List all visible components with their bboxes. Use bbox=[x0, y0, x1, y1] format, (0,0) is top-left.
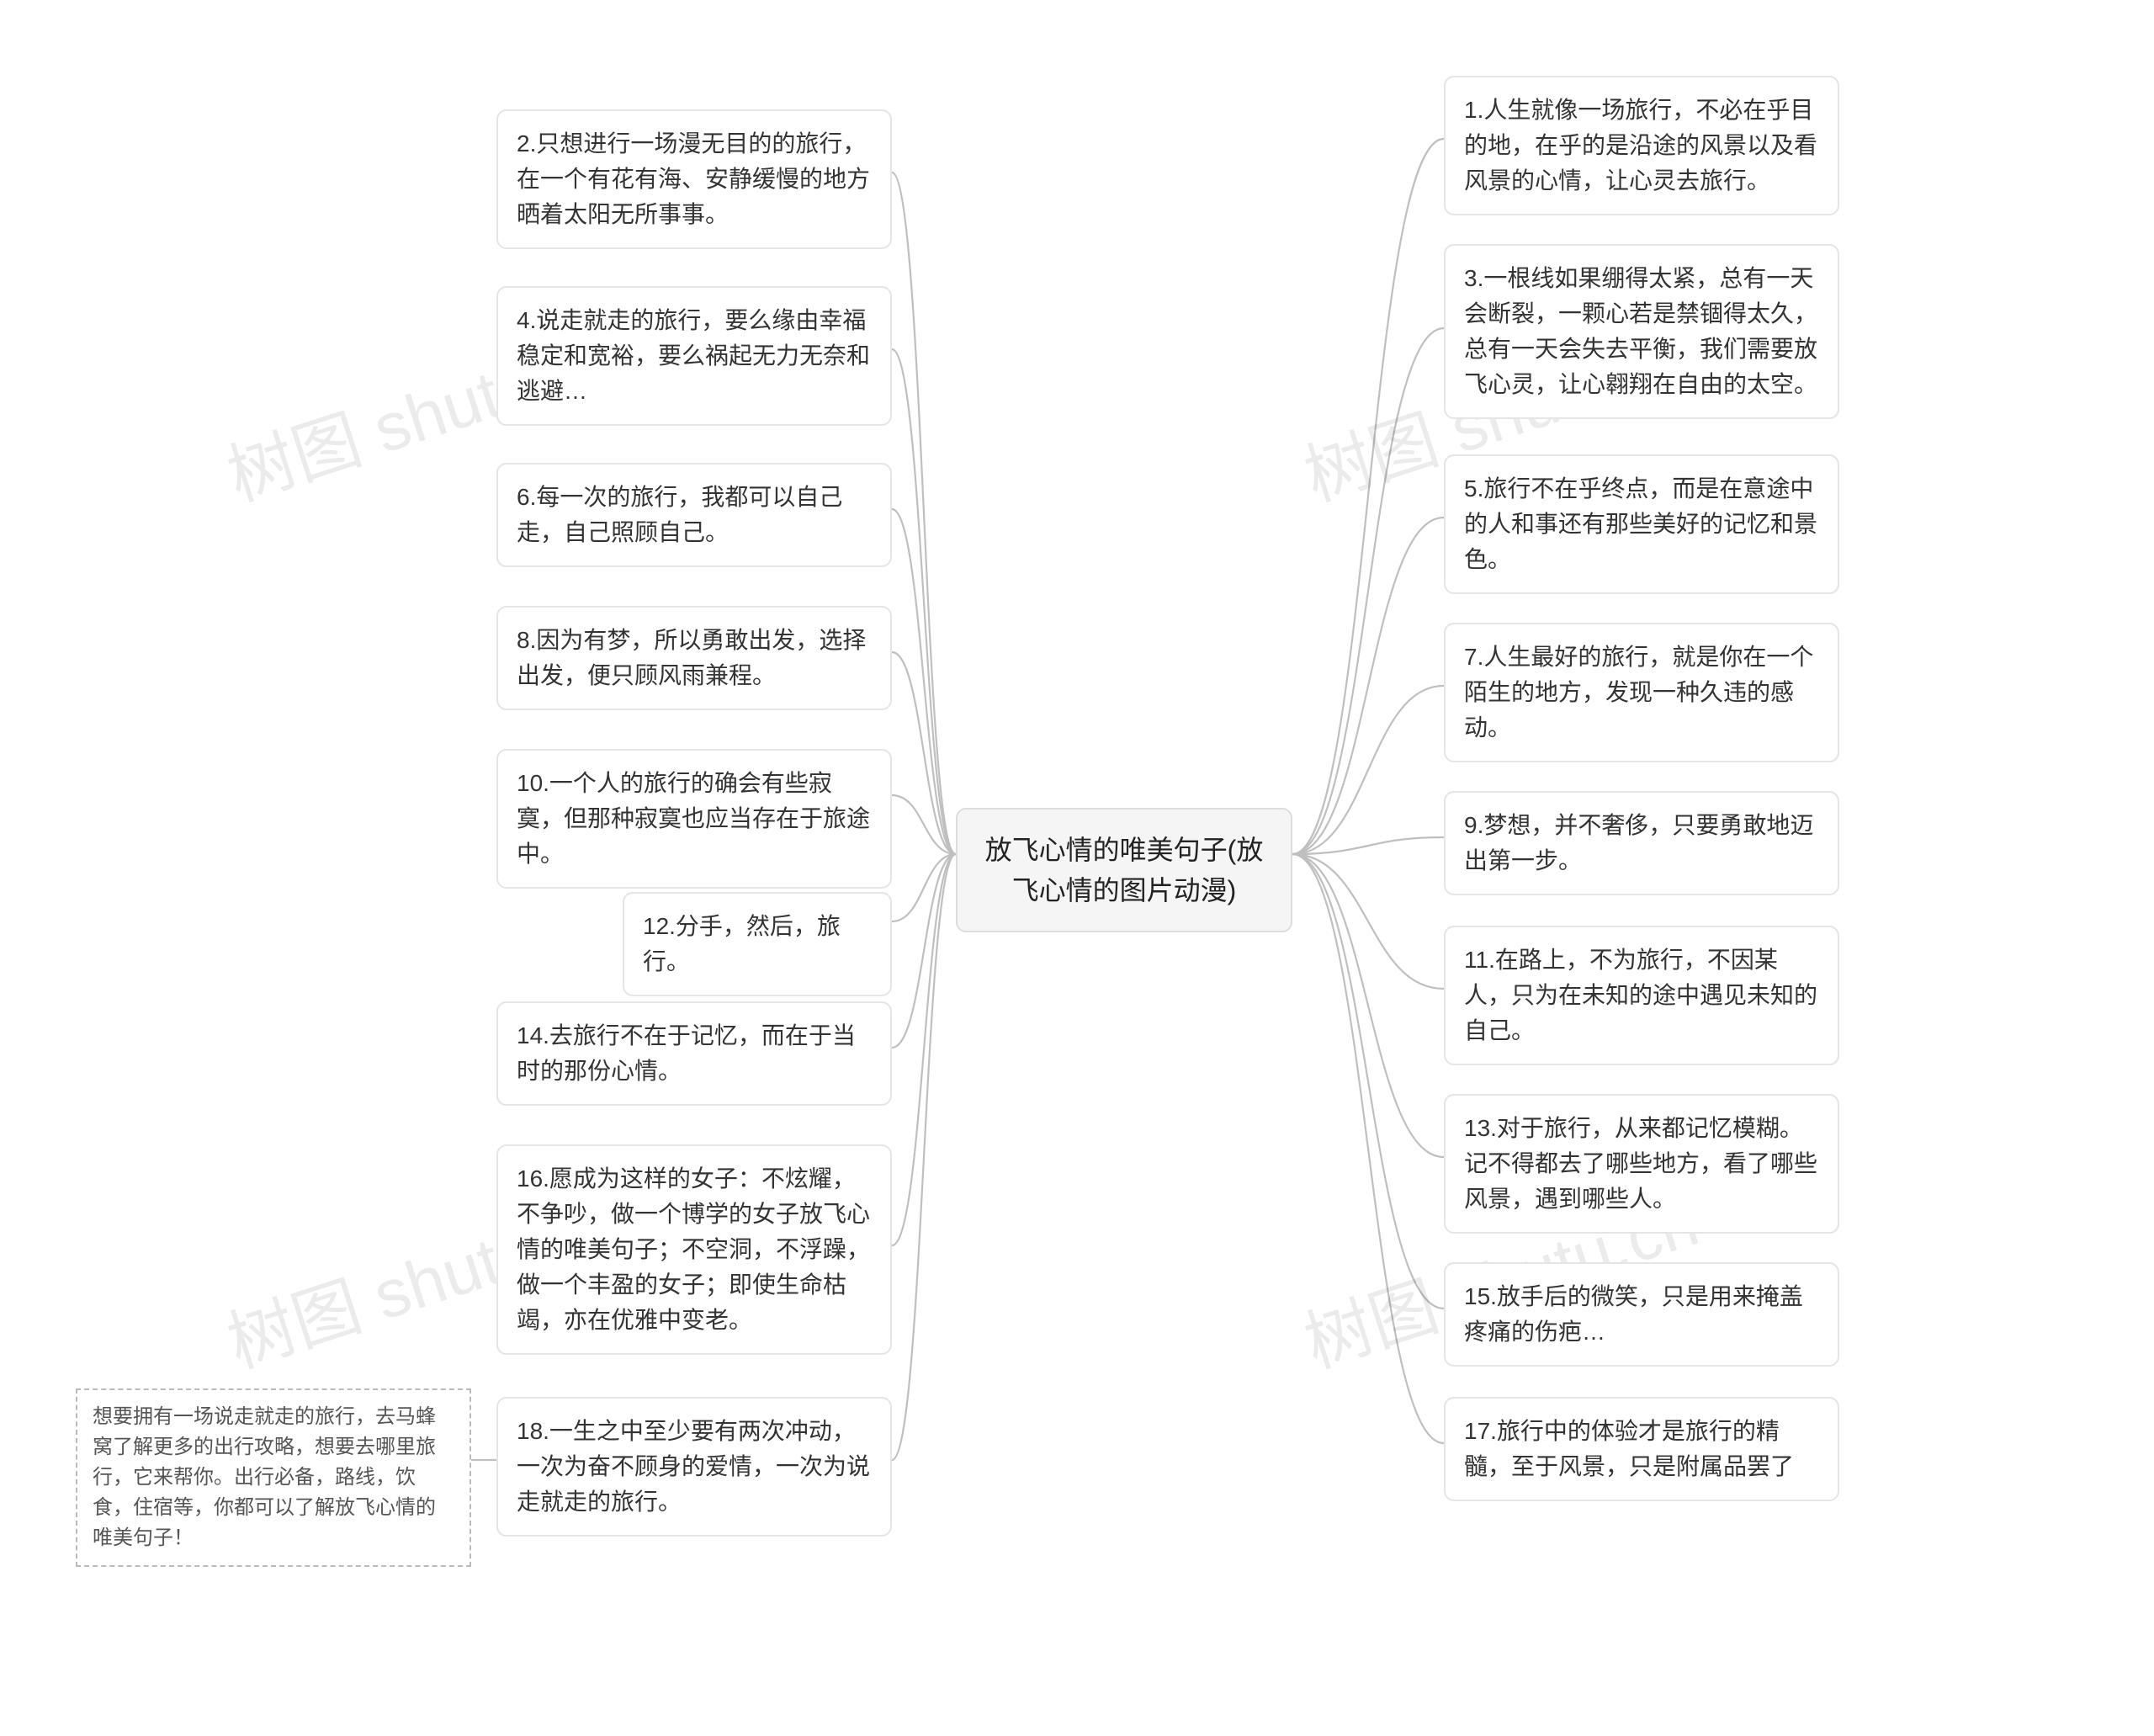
connector bbox=[892, 854, 956, 1460]
connector bbox=[892, 795, 956, 854]
branch-node: 7.人生最好的旅行，就是你在一个陌生的地方，发现一种久违的感动。 bbox=[1444, 623, 1839, 762]
branch-text: 14.去旅行不在于记忆，而在于当时的那份心情。 bbox=[517, 1022, 856, 1084]
connector bbox=[892, 509, 956, 854]
connector bbox=[1292, 518, 1444, 854]
branch-node: 16.愿成为这样的女子：不炫耀，不争吵，做一个博学的女子放飞心情的唯美句子；不空… bbox=[496, 1144, 892, 1355]
branch-text: 18.一生之中至少要有两次冲动，一次为奋不顾身的爱情，一次为说走就走的旅行。 bbox=[517, 1418, 870, 1515]
branch-text: 5.旅行不在乎终点，而是在意途中的人和事还有那些美好的记忆和景色。 bbox=[1464, 475, 1817, 572]
branch-node: 18.一生之中至少要有两次冲动，一次为奋不顾身的爱情，一次为说走就走的旅行。 bbox=[496, 1397, 892, 1537]
branch-text: 9.梦想，并不奢侈，只要勇敢地迈出第一步。 bbox=[1464, 812, 1813, 873]
connector bbox=[1292, 854, 1444, 1443]
branch-text: 13.对于旅行，从来都记忆模糊。记不得都去了哪些地方，看了哪些风景，遇到哪些人。 bbox=[1464, 1115, 1817, 1212]
connector bbox=[1292, 139, 1444, 854]
connector bbox=[892, 349, 956, 854]
connector bbox=[892, 854, 956, 1245]
branch-node: 10.一个人的旅行的确会有些寂寞，但那种寂寞也应当存在于旅途中。 bbox=[496, 749, 892, 889]
branch-text: 15.放手后的微笑，只是用来掩盖疼痛的伤疤… bbox=[1464, 1283, 1803, 1345]
branch-text: 10.一个人的旅行的确会有些寂寞，但那种寂寞也应当存在于旅途中。 bbox=[517, 770, 870, 867]
connector bbox=[1292, 854, 1444, 989]
branch-node: 15.放手后的微笑，只是用来掩盖疼痛的伤疤… bbox=[1444, 1262, 1839, 1367]
connector bbox=[892, 173, 956, 854]
branch-node: 5.旅行不在乎终点，而是在意途中的人和事还有那些美好的记忆和景色。 bbox=[1444, 454, 1839, 594]
branch-text: 8.因为有梦，所以勇敢出发，选择出发，便只顾风雨兼程。 bbox=[517, 627, 866, 688]
branch-node: 6.每一次的旅行，我都可以自己走，自己照顾自己。 bbox=[496, 463, 892, 567]
connector bbox=[892, 652, 956, 854]
branch-node: 17.旅行中的体验才是旅行的精髓，至于风景，只是附属品罢了 bbox=[1444, 1397, 1839, 1501]
connector bbox=[1292, 686, 1444, 854]
branch-node: 12.分手，然后，旅行。 bbox=[623, 892, 892, 996]
branch-text: 3.一根线如果绷得太紧，总有一天会断裂，一颗心若是禁锢得太久，总有一天会失去平衡… bbox=[1464, 265, 1817, 397]
branch-node: 8.因为有梦，所以勇敢出发，选择出发，便只顾风雨兼程。 bbox=[496, 606, 892, 710]
branch-node: 13.对于旅行，从来都记忆模糊。记不得都去了哪些地方，看了哪些风景，遇到哪些人。 bbox=[1444, 1094, 1839, 1234]
branch-node: 14.去旅行不在于记忆，而在于当时的那份心情。 bbox=[496, 1001, 892, 1106]
attachment-text: 想要拥有一场说走就走的旅行，去马蜂窝了解更多的出行攻略，想要去哪里旅行，它来帮你… bbox=[93, 1405, 436, 1549]
branch-text: 2.只想进行一场漫无目的的旅行，在一个有花有海、安静缓慢的地方晒着太阳无所事事。 bbox=[517, 130, 870, 227]
connector bbox=[892, 854, 956, 921]
connector bbox=[1292, 854, 1444, 1157]
connector bbox=[1292, 854, 1444, 1309]
branch-text: 6.每一次的旅行，我都可以自己走，自己照顾自己。 bbox=[517, 484, 842, 545]
attachment-note: 想要拥有一场说走就走的旅行，去马蜂窝了解更多的出行攻略，想要去哪里旅行，它来帮你… bbox=[76, 1388, 471, 1567]
branch-node: 4.说走就走的旅行，要么缘由幸福稳定和宽裕，要么祸起无力无奈和逃避… bbox=[496, 286, 892, 426]
connector bbox=[1292, 328, 1444, 854]
branch-text: 16.愿成为这样的女子：不炫耀，不争吵，做一个博学的女子放飞心情的唯美句子；不空… bbox=[517, 1165, 870, 1333]
branch-text: 4.说走就走的旅行，要么缘由幸福稳定和宽裕，要么祸起无力无奈和逃避… bbox=[517, 307, 870, 404]
branch-text: 11.在路上，不为旅行，不因某人，只为在未知的途中遇见未知的自己。 bbox=[1464, 947, 1817, 1043]
branch-text: 7.人生最好的旅行，就是你在一个陌生的地方，发现一种久违的感动。 bbox=[1464, 644, 1813, 741]
connector bbox=[892, 854, 956, 1048]
branch-node: 1.人生就像一场旅行，不必在乎目的地，在乎的是沿途的风景以及看风景的心情，让心灵… bbox=[1444, 76, 1839, 215]
branch-text: 12.分手，然后，旅行。 bbox=[643, 913, 841, 974]
connector bbox=[1292, 837, 1444, 854]
branch-node: 11.在路上，不为旅行，不因某人，只为在未知的途中遇见未知的自己。 bbox=[1444, 926, 1839, 1065]
branch-node: 9.梦想，并不奢侈，只要勇敢地迈出第一步。 bbox=[1444, 791, 1839, 895]
branch-text: 17.旅行中的体验才是旅行的精髓，至于风景，只是附属品罢了 bbox=[1464, 1418, 1794, 1479]
branch-node: 3.一根线如果绷得太紧，总有一天会断裂，一颗心若是禁锢得太久，总有一天会失去平衡… bbox=[1444, 244, 1839, 419]
center-title: 放飞心情的唯美句子(放飞心情的图片动漫) bbox=[985, 835, 1264, 905]
branch-node: 2.只想进行一场漫无目的的旅行，在一个有花有海、安静缓慢的地方晒着太阳无所事事。 bbox=[496, 109, 892, 249]
branch-text: 1.人生就像一场旅行，不必在乎目的地，在乎的是沿途的风景以及看风景的心情，让心灵… bbox=[1464, 97, 1817, 194]
center-node: 放飞心情的唯美句子(放飞心情的图片动漫) bbox=[956, 808, 1292, 932]
